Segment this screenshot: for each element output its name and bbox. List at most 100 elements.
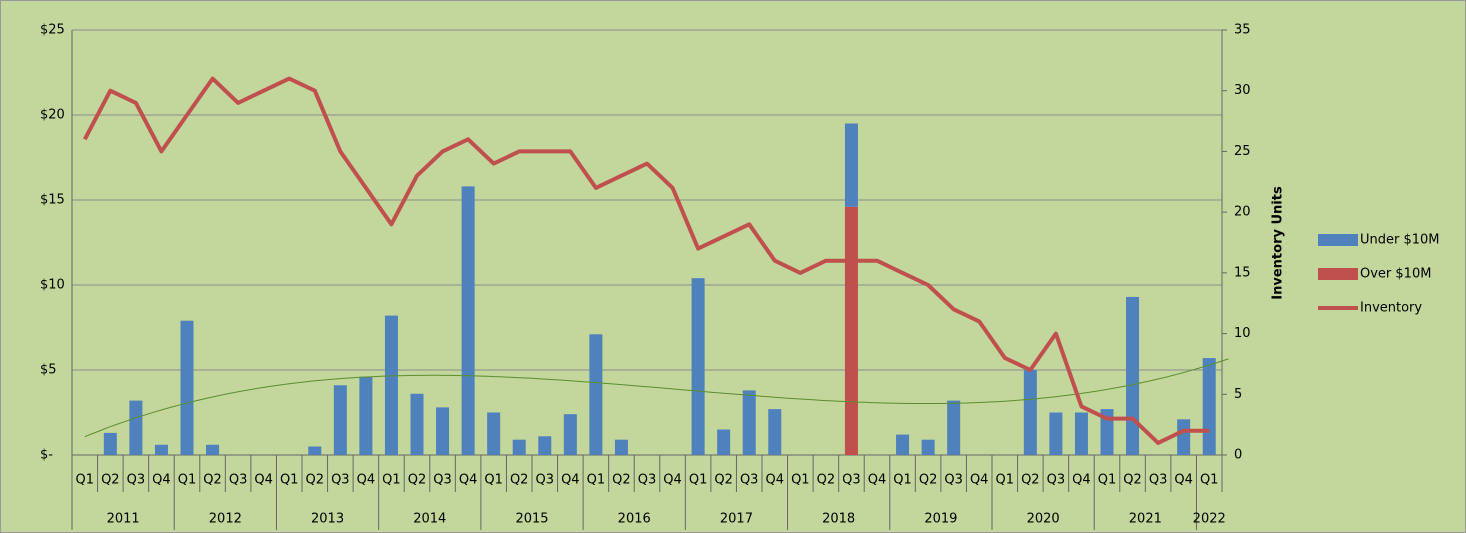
y-tick-label: $15	[40, 193, 65, 208]
y2-tick-label: 25	[1234, 144, 1251, 159]
x-tick-label: Q1	[689, 473, 708, 488]
x-tick-label: Q3	[740, 473, 759, 488]
bar	[896, 434, 910, 455]
x-tick-label: Q1	[791, 473, 810, 488]
y2-tick-label: 10	[1234, 326, 1251, 341]
x-tick-label: Q4	[152, 473, 171, 488]
x-tick-label: Q1	[484, 473, 503, 488]
bar	[921, 439, 935, 455]
x-tick-label: Q2	[510, 473, 529, 488]
bar	[717, 429, 731, 455]
bar	[1049, 412, 1063, 455]
x-group-label: 2015	[515, 512, 548, 527]
bar	[589, 334, 603, 455]
bar	[844, 206, 858, 455]
legend-label: Under $10M	[1360, 233, 1440, 248]
x-tick-label: Q3	[229, 473, 248, 488]
legend-label: Over $10M	[1360, 267, 1431, 282]
x-tick-label: Q2	[306, 473, 325, 488]
x-tick-label: Q1	[280, 473, 299, 488]
x-tick-label: Q4	[459, 473, 478, 488]
x-tick-label: Q2	[408, 473, 427, 488]
x-group-label: 2020	[1027, 512, 1060, 527]
y2-tick-label: 0	[1234, 448, 1242, 463]
bar	[768, 409, 782, 455]
x-tick-label: Q4	[663, 473, 682, 488]
x-tick-label: Q3	[944, 473, 963, 488]
bar	[1126, 296, 1140, 455]
y2-axis-title: Inventory Units	[1271, 186, 1286, 300]
legend-label: Inventory	[1360, 301, 1422, 316]
x-group-label: 2017	[720, 512, 753, 527]
bar	[206, 444, 220, 455]
bar	[1202, 358, 1216, 455]
x-tick-label: Q3	[1047, 473, 1066, 488]
y-tick-label: $10	[40, 278, 65, 293]
x-tick-label: Q4	[561, 473, 580, 488]
bar	[563, 414, 577, 455]
x-group-label: 2013	[311, 512, 344, 527]
x-tick-label: Q1	[893, 473, 912, 488]
y2-tick-label: 30	[1234, 83, 1251, 98]
legend-swatch	[1318, 268, 1358, 280]
line	[83, 76, 1210, 445]
bar	[436, 407, 450, 455]
bar	[461, 186, 475, 455]
x-group-label: 2018	[822, 512, 855, 527]
x-tick-label: Q3	[536, 473, 555, 488]
bar	[691, 278, 705, 455]
x-tick-label: Q2	[817, 473, 836, 488]
y-tick-label: $20	[40, 108, 65, 123]
x-tick-label: Q4	[1072, 473, 1091, 488]
bar	[538, 436, 552, 455]
bar	[742, 390, 756, 455]
x-group-label: 2012	[209, 512, 242, 527]
x-tick-label: Q3	[433, 473, 452, 488]
bar	[103, 432, 117, 455]
x-tick-label: Q1	[1098, 473, 1117, 488]
y2-tick-label: 15	[1234, 265, 1251, 280]
y-tick-label: $5	[40, 363, 57, 378]
x-group-label: 2022	[1193, 512, 1226, 527]
x-group-label: 2016	[618, 512, 651, 527]
x-tick-label: Q3	[842, 473, 861, 488]
y-tick-label: $-	[40, 448, 53, 463]
x-tick-label: Q4	[1174, 473, 1193, 488]
x-tick-label: Q2	[612, 473, 631, 488]
bar	[1177, 419, 1191, 455]
trendline	[84, 358, 1229, 438]
y2-tick-label: 35	[1234, 23, 1251, 38]
x-tick-label: Q1	[587, 473, 606, 488]
x-tick-label: Q2	[714, 473, 733, 488]
bar	[384, 315, 398, 455]
x-tick-label: Q4	[357, 473, 376, 488]
y-tick-label: $25	[40, 23, 65, 38]
x-tick-label: Q2	[1123, 473, 1142, 488]
bar	[129, 400, 143, 455]
bar	[333, 385, 347, 455]
x-tick-label: Q4	[766, 473, 785, 488]
y2-tick-label: 20	[1234, 205, 1251, 220]
x-tick-label: Q1	[382, 473, 401, 488]
x-tick-label: Q2	[101, 473, 120, 488]
bar	[180, 320, 194, 455]
x-tick-label: Q1	[996, 473, 1015, 488]
x-tick-label: Q1	[1200, 473, 1219, 488]
x-group-label: 2011	[107, 512, 140, 527]
legend-swatch	[1318, 234, 1358, 246]
bar	[154, 444, 168, 455]
x-tick-label: Q2	[919, 473, 938, 488]
bar	[844, 123, 858, 207]
x-tick-label: Q1	[76, 473, 95, 488]
bar	[1023, 370, 1037, 455]
bar	[947, 400, 961, 455]
x-group-label: 2014	[413, 512, 446, 527]
x-tick-label: Q2	[1021, 473, 1040, 488]
x-group-label: 2021	[1129, 512, 1162, 527]
bar	[614, 439, 628, 455]
y2-tick-label: 5	[1234, 387, 1242, 402]
bar	[410, 393, 424, 455]
x-tick-label: Q3	[1149, 473, 1168, 488]
